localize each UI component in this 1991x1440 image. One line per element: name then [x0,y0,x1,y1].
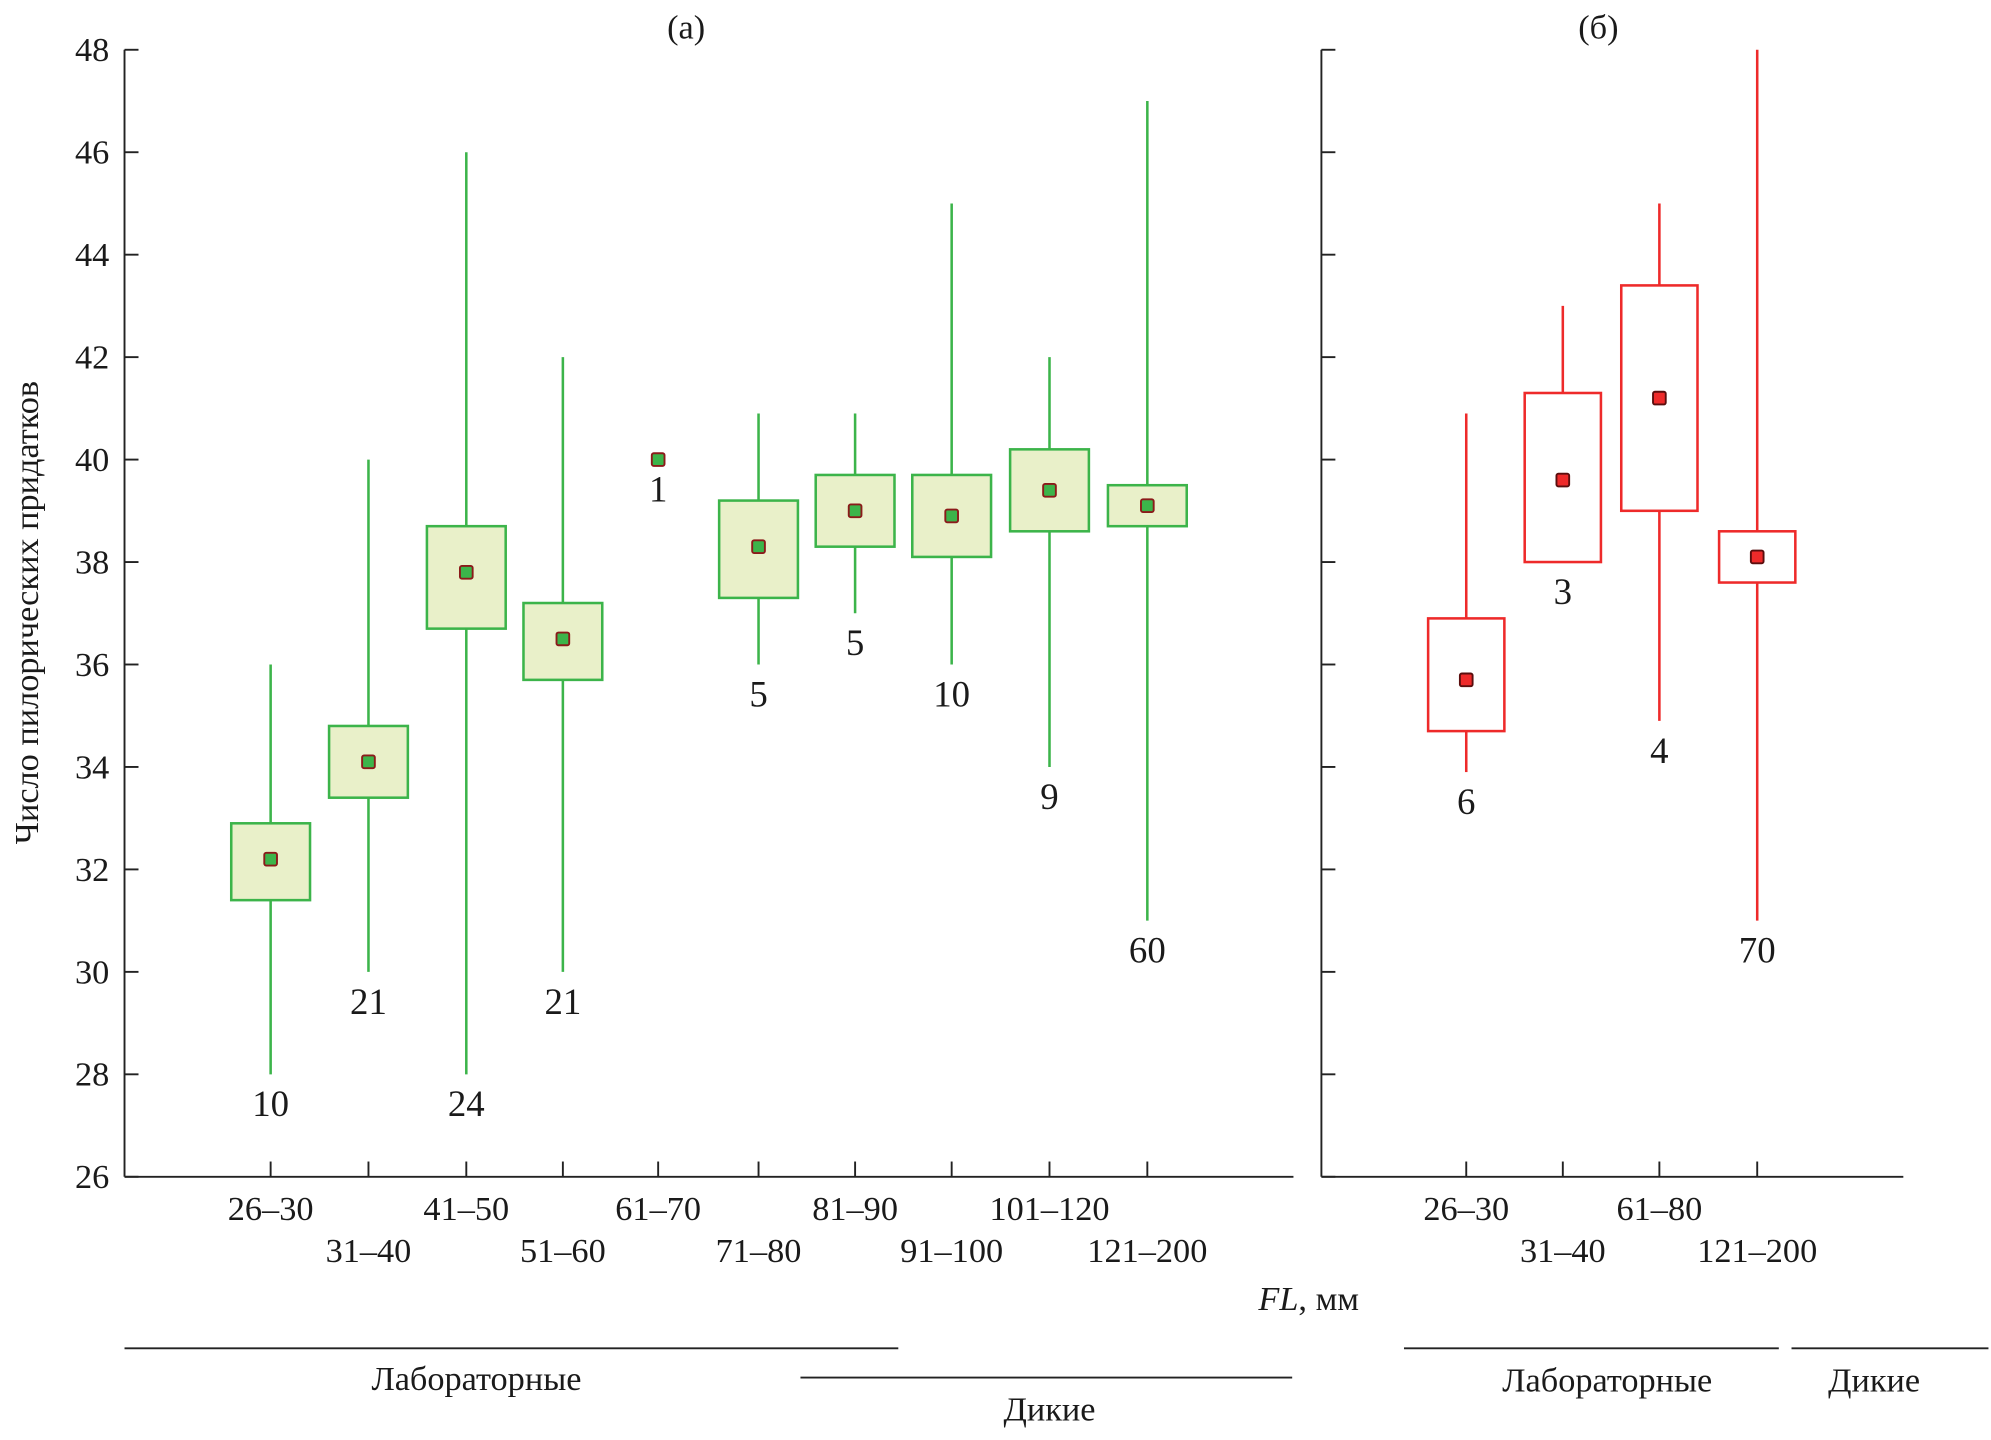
x-tick-label: 31–40 [326,1232,412,1270]
mean-marker [361,754,376,770]
y-tick-label: 42 [75,339,109,377]
y-tick-label: 32 [75,851,109,889]
y-tick-label: 44 [75,236,109,274]
sample-size-label: 4 [1650,730,1668,771]
x-axis-label-unit: , мм [1298,1280,1359,1318]
sample-size-label: 60 [1129,930,1166,971]
mean-marker [847,503,863,519]
x-axis-label: FL, мм [1257,1280,1359,1318]
y-tick-label: 30 [75,953,109,991]
box-81–90: 81–90 5 [812,413,898,1228]
mean-marker [751,539,766,554]
mean-marker [944,508,959,524]
box-121–200: 121–200 70 [1697,49,1817,1270]
y-axis-label: Число пилорических придатков [8,381,46,844]
sample-size-label: 5 [846,622,864,663]
group-label: Лабораторные [1502,1362,1712,1400]
y-tick-label: 38 [75,543,109,581]
group-label: Лабораторные [371,1360,581,1398]
iqr-box [229,822,312,902]
mean-marker [650,452,666,467]
sample-size-label: 21 [544,981,581,1022]
x-tick-label: 41–50 [423,1190,509,1228]
box-121–200: 121–200 60 [1087,100,1207,1270]
mean-marker [263,851,278,867]
panel-title: (б) [1578,8,1618,46]
box-26–30: 26–30 10 [228,664,314,1228]
box-91–100: 91–100 10 [900,203,1003,1270]
y-tick-label: 46 [75,134,109,172]
sample-size-label: 70 [1739,930,1776,971]
x-tick-label: 31–40 [1520,1232,1606,1270]
y-tick-label: 36 [75,646,109,684]
y-tick-label: 40 [75,441,109,479]
box-71–80: 71–80 5 [716,413,802,1270]
x-tick-label: 26–30 [1423,1190,1509,1228]
sample-size-label: 1 [649,469,667,510]
x-tick-label: 121–200 [1087,1232,1207,1270]
x-tick-label: 71–80 [716,1232,802,1270]
group-label: Дикие [1003,1391,1095,1429]
x-tick-label: 26–30 [228,1190,314,1228]
mean-marker [1458,672,1474,688]
sample-size-label: 9 [1040,776,1058,817]
mean-marker [1555,472,1571,488]
x-tick-label: 81–90 [812,1190,898,1228]
mean-marker [458,564,474,580]
sample-size-label: 21 [350,981,387,1022]
iqr-box [717,499,800,600]
box-31–40: 31–40 3 [1520,305,1606,1270]
x-axis-label-var: FL [1257,1280,1298,1318]
sample-size-label: 5 [749,673,767,714]
box-51–60: 51–60 21 [520,357,606,1270]
panel-title: (а) [667,8,705,46]
y-tick-label: 34 [75,748,109,786]
x-tick-label: 51–60 [520,1232,606,1270]
panel-a: (а) 26 28 30 32 34 36 38 40 42 44 46 48 26–30 10 31–40 2… [75,8,1294,1429]
box-41–50: 41–50 24 [423,152,509,1228]
box-61–70: 61–70 1 [615,452,701,1228]
sample-size-label: 10 [252,1083,289,1124]
box-101–120: 101–120 9 [989,357,1110,1228]
x-tick-label: 61–70 [615,1190,701,1228]
mean-marker [1749,549,1765,565]
panel-b: (б) 26–30 6 31–40 3 61–80 4 121–200 70 Лабораторн… [1320,8,1989,1400]
box-61–80: 61–80 4 [1617,203,1703,1228]
box-26–30: 26–30 6 [1423,413,1509,1228]
sample-size-label: 3 [1554,571,1572,612]
x-tick-label: 121–200 [1697,1232,1817,1270]
box-31–40: 31–40 21 [326,459,412,1270]
group-label: Дикие [1828,1362,1920,1400]
mean-marker [1140,498,1155,513]
mean-marker [1652,390,1667,406]
y-tick-label: 26 [75,1158,109,1196]
sample-size-label: 10 [933,673,970,714]
x-tick-label: 91–100 [900,1232,1003,1270]
y-tick-label: 28 [75,1056,109,1094]
x-tick-label: 61–80 [1617,1190,1703,1228]
mean-marker [1042,483,1057,498]
sample-size-label: 24 [448,1083,485,1124]
sample-size-label: 6 [1457,781,1475,822]
iqr-box [1523,391,1603,564]
y-tick-label: 48 [75,31,109,69]
x-tick-label: 101–120 [989,1190,1109,1228]
mean-marker [555,631,571,647]
